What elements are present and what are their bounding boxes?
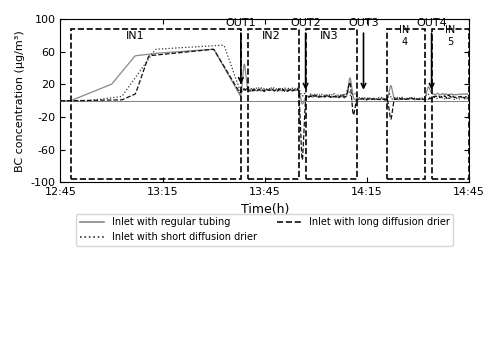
Text: IN2: IN2 (262, 31, 281, 41)
Text: OUT4: OUT4 (416, 18, 447, 88)
Text: OUT2: OUT2 (290, 18, 321, 88)
Y-axis label: BC concentration (μg/m³): BC concentration (μg/m³) (15, 30, 25, 172)
Text: IN
5: IN 5 (445, 25, 456, 47)
Text: IN
4: IN 4 (399, 25, 409, 47)
Text: IN1: IN1 (126, 31, 144, 41)
Text: OUT1: OUT1 (226, 18, 256, 82)
Legend: Inlet with regular tubing, Inlet with short diffusion drier, Inlet with long dif: Inlet with regular tubing, Inlet with sh… (76, 213, 454, 246)
Text: OUT3: OUT3 (348, 18, 379, 88)
Text: IN3: IN3 (320, 31, 339, 41)
X-axis label: Time(h): Time(h) (240, 203, 289, 216)
